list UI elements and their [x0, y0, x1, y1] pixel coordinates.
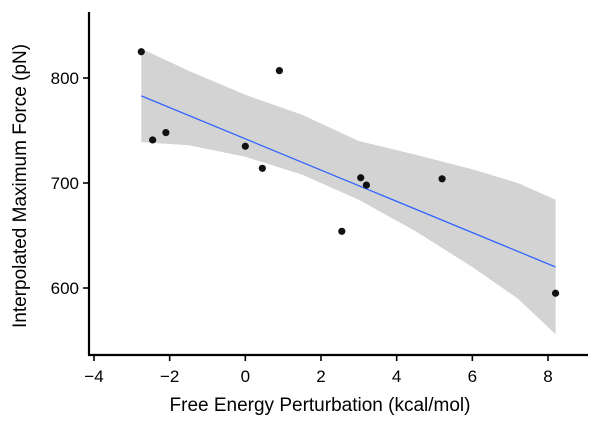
x-tick-label: 0: [241, 367, 250, 386]
data-point: [137, 48, 145, 56]
y-tick-label: 600: [51, 279, 79, 298]
y-tick-label: 800: [51, 69, 79, 88]
data-point: [149, 136, 157, 144]
data-point: [338, 227, 346, 235]
x-tick-label: 4: [392, 367, 401, 386]
confidence-band-layer: [141, 48, 556, 335]
data-point: [258, 164, 266, 172]
data-point: [438, 175, 446, 183]
data-point: [357, 174, 365, 182]
data-point: [275, 67, 283, 75]
regression-line: [141, 95, 556, 268]
x-tick-label: 6: [468, 367, 477, 386]
fit-line-layer: [141, 95, 556, 268]
data-point: [241, 142, 249, 150]
x-tick-label: −4: [84, 367, 103, 386]
y-tick-label: 700: [51, 174, 79, 193]
x-tick-label: 8: [543, 367, 552, 386]
data-points-layer: [137, 48, 560, 297]
x-tick-label: 2: [316, 367, 325, 386]
data-point: [162, 129, 170, 137]
axes-layer: −4 −2 0 2 4 6 8 600 700 800: [51, 12, 588, 386]
data-point: [551, 289, 560, 297]
x-axis-title: Free Energy Perturbation (kcal/mol): [170, 395, 471, 416]
y-axis-title: Interpolated Maximum Force (pN): [10, 44, 31, 328]
confidence-band: [141, 48, 556, 335]
x-tick-label: −2: [160, 367, 179, 386]
data-point: [362, 181, 370, 189]
